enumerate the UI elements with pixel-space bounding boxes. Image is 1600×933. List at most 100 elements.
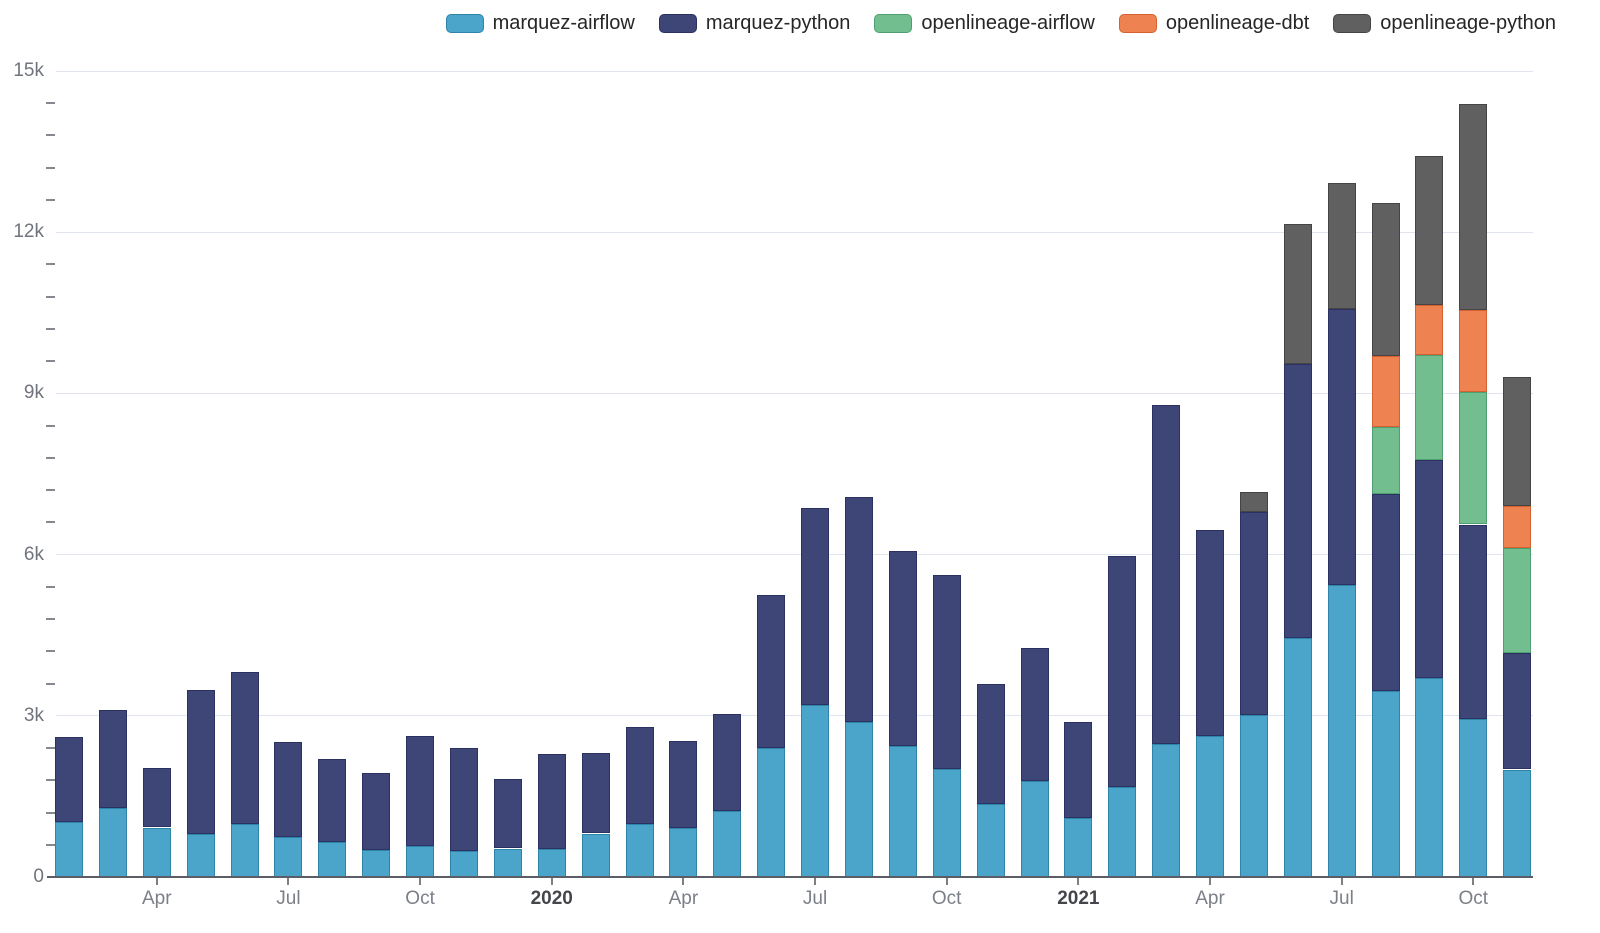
- bar-2021-07-marquez-python[interactable]: [1327, 309, 1356, 586]
- legend-item-marquez-airflow[interactable]: marquez-airflow: [445, 12, 635, 35]
- y-axis-label-9k: 9k: [23, 382, 44, 404]
- bar-2021-05-marquez-python[interactable]: [1239, 511, 1268, 716]
- bar-2021-05-openlineage-python[interactable]: [1239, 492, 1268, 512]
- bar-2020-01-marquez-python[interactable]: [537, 754, 566, 850]
- bar-2020-12-marquez-airflow[interactable]: [1020, 780, 1049, 877]
- y-minor-tick: [46, 747, 55, 750]
- bar-2021-01-marquez-airflow[interactable]: [1064, 817, 1093, 877]
- bar-2021-11-openlineage-python[interactable]: [1503, 376, 1532, 507]
- bar-2019-12-marquez-python[interactable]: [493, 779, 522, 849]
- bar-2019-07-marquez-airflow[interactable]: [274, 836, 303, 877]
- bar-2021-02-marquez-python[interactable]: [1108, 556, 1137, 787]
- bar-2020-05-marquez-airflow[interactable]: [713, 810, 742, 877]
- bar-2019-05-marquez-airflow[interactable]: [186, 834, 215, 877]
- bar-2021-08-openlineage-dbt[interactable]: [1371, 355, 1400, 428]
- bar-2020-08-marquez-python[interactable]: [844, 496, 873, 722]
- legend-item-openlineage-python[interactable]: openlineage-python: [1333, 12, 1556, 35]
- y-minor-tick: [46, 102, 55, 105]
- bar-2021-10-openlineage-python[interactable]: [1459, 104, 1488, 311]
- bar-2019-10-marquez-python[interactable]: [406, 736, 435, 846]
- bar-2021-09-marquez-airflow[interactable]: [1415, 677, 1444, 877]
- y-minor-tick: [46, 360, 55, 363]
- bar-2020-11-marquez-python[interactable]: [976, 684, 1005, 804]
- bar-2021-10-openlineage-airflow[interactable]: [1459, 391, 1488, 525]
- bar-2021-06-marquez-python[interactable]: [1283, 363, 1312, 639]
- bar-2021-02-marquez-airflow[interactable]: [1108, 786, 1137, 877]
- bar-2021-09-openlineage-dbt[interactable]: [1415, 304, 1444, 355]
- bar-2020-10-marquez-airflow[interactable]: [932, 768, 961, 877]
- bar-2021-11-marquez-python[interactable]: [1503, 652, 1532, 770]
- legend-item-openlineage-dbt[interactable]: openlineage-dbt: [1118, 12, 1309, 35]
- legend-item-marquez-python[interactable]: marquez-python: [658, 12, 851, 35]
- bar-2019-06-marquez-airflow[interactable]: [230, 824, 259, 877]
- bar-2020-07-marquez-airflow[interactable]: [801, 704, 829, 877]
- bar-2019-07-marquez-python[interactable]: [274, 741, 303, 837]
- bar-2019-02-marquez-airflow[interactable]: [55, 821, 83, 877]
- bar-2019-10-marquez-airflow[interactable]: [406, 845, 435, 877]
- bar-2019-08-marquez-python[interactable]: [318, 758, 347, 843]
- bar-2021-10-marquez-python[interactable]: [1459, 524, 1488, 719]
- bar-2020-05-marquez-python[interactable]: [713, 714, 742, 811]
- bar-2019-11-marquez-python[interactable]: [450, 747, 478, 851]
- bar-2020-07-marquez-python[interactable]: [801, 507, 829, 705]
- bar-2019-03-marquez-airflow[interactable]: [98, 808, 127, 877]
- bar-2020-09-marquez-airflow[interactable]: [888, 746, 917, 877]
- bar-2021-01-marquez-python[interactable]: [1064, 722, 1093, 818]
- bar-2019-05-marquez-python[interactable]: [186, 690, 215, 834]
- bar-2020-04-marquez-python[interactable]: [669, 740, 698, 828]
- x-axis-label-Jul: Jul: [1329, 888, 1354, 909]
- bar-2021-03-marquez-airflow[interactable]: [1152, 744, 1181, 877]
- bar-2021-11-openlineage-dbt[interactable]: [1503, 506, 1532, 549]
- bar-2020-04-marquez-airflow[interactable]: [669, 827, 698, 877]
- bar-2021-03-marquez-python[interactable]: [1152, 405, 1181, 745]
- bar-2020-03-marquez-airflow[interactable]: [625, 823, 654, 877]
- bar-2019-04-marquez-python[interactable]: [142, 767, 171, 828]
- y-minor-tick: [46, 134, 55, 137]
- bar-2020-02-marquez-airflow[interactable]: [581, 833, 610, 877]
- bar-2021-08-marquez-python[interactable]: [1371, 493, 1400, 691]
- bar-2020-12-marquez-python[interactable]: [1020, 647, 1049, 781]
- legend-label: marquez-python: [705, 12, 851, 34]
- bar-2019-12-marquez-airflow[interactable]: [493, 848, 522, 877]
- bar-2021-08-marquez-airflow[interactable]: [1371, 690, 1400, 877]
- gridline-3k: [56, 715, 1533, 717]
- bar-2021-04-marquez-airflow[interactable]: [1196, 736, 1224, 877]
- bar-2020-11-marquez-airflow[interactable]: [976, 803, 1005, 877]
- gridline-6k: [56, 554, 1533, 556]
- y-minor-tick: [46, 779, 55, 782]
- bar-2020-08-marquez-airflow[interactable]: [844, 721, 873, 877]
- bar-2021-07-marquez-airflow[interactable]: [1327, 585, 1356, 877]
- bar-2021-08-openlineage-python[interactable]: [1371, 203, 1400, 356]
- x-axis-label-Apr: Apr: [1195, 888, 1225, 909]
- bar-2020-02-marquez-python[interactable]: [581, 752, 610, 834]
- bar-2019-03-marquez-python[interactable]: [98, 709, 127, 809]
- bar-2021-06-marquez-airflow[interactable]: [1283, 638, 1312, 877]
- bar-2021-05-marquez-airflow[interactable]: [1239, 715, 1268, 877]
- bar-2019-06-marquez-python[interactable]: [230, 672, 259, 825]
- bar-2020-03-marquez-python[interactable]: [625, 727, 654, 824]
- bar-2021-10-marquez-airflow[interactable]: [1459, 719, 1488, 877]
- bar-2021-09-openlineage-python[interactable]: [1415, 155, 1444, 305]
- bar-2021-09-marquez-python[interactable]: [1415, 460, 1444, 678]
- bar-2019-08-marquez-airflow[interactable]: [318, 842, 347, 877]
- bar-2019-09-marquez-python[interactable]: [362, 772, 391, 851]
- bar-2019-11-marquez-airflow[interactable]: [450, 850, 478, 877]
- bar-2021-06-openlineage-python[interactable]: [1283, 224, 1312, 364]
- bar-2020-01-marquez-airflow[interactable]: [537, 849, 566, 877]
- bar-2019-02-marquez-python[interactable]: [55, 736, 83, 822]
- legend-item-openlineage-airflow[interactable]: openlineage-airflow: [874, 12, 1095, 35]
- bar-2019-09-marquez-airflow[interactable]: [362, 850, 391, 877]
- bar-2021-10-openlineage-dbt[interactable]: [1459, 310, 1488, 392]
- bar-2019-04-marquez-airflow[interactable]: [142, 827, 171, 877]
- bar-2020-10-marquez-python[interactable]: [932, 574, 961, 769]
- bar-2021-11-openlineage-airflow[interactable]: [1503, 548, 1532, 653]
- bar-2021-09-openlineage-airflow[interactable]: [1415, 354, 1444, 460]
- bar-2021-04-marquez-python[interactable]: [1196, 530, 1224, 737]
- bar-2021-07-openlineage-python[interactable]: [1327, 183, 1356, 309]
- bar-2020-06-marquez-python[interactable]: [757, 595, 786, 748]
- bar-2021-11-marquez-airflow[interactable]: [1503, 769, 1532, 877]
- bar-2021-08-openlineage-airflow[interactable]: [1371, 427, 1400, 494]
- bar-2020-06-marquez-airflow[interactable]: [757, 748, 786, 877]
- bar-2020-09-marquez-python[interactable]: [888, 550, 917, 747]
